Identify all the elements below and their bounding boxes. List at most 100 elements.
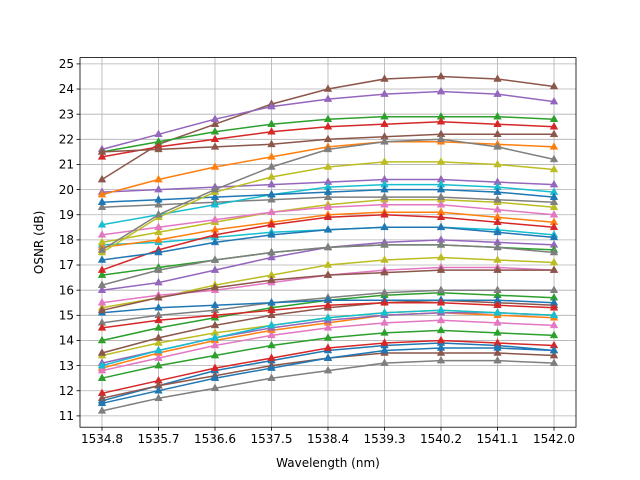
data-point-marker	[323, 134, 333, 143]
data-point-marker	[154, 222, 163, 231]
data-point-marker	[549, 320, 559, 329]
data-point-marker	[436, 134, 446, 143]
data-point-marker	[210, 127, 220, 135]
data-point-marker	[549, 345, 559, 354]
data-point-marker	[380, 222, 389, 231]
data-point-marker	[323, 260, 333, 268]
series-3	[97, 325, 559, 381]
y-tick-label: 16	[59, 283, 74, 297]
series-layer	[97, 71, 559, 414]
series-32	[97, 184, 559, 205]
y-tick-label: 22	[59, 133, 74, 147]
data-point-marker	[323, 353, 333, 361]
data-point-marker	[267, 305, 276, 314]
data-point-marker	[267, 207, 276, 215]
data-point-marker	[549, 197, 559, 205]
data-point-marker	[436, 192, 446, 200]
data-point-marker	[436, 86, 446, 95]
data-point-marker	[97, 305, 107, 314]
data-point-marker	[323, 187, 333, 195]
data-point-marker	[323, 162, 333, 170]
data-point-marker	[549, 330, 559, 339]
data-point-marker	[380, 74, 389, 82]
data-point-marker	[549, 96, 559, 105]
data-point-marker	[380, 240, 389, 248]
x-tick-label: 1535.7	[137, 432, 179, 446]
data-point-marker	[154, 338, 163, 346]
data-point-marker	[323, 333, 333, 341]
x-tick-label: 1538.4	[307, 432, 349, 446]
data-point-marker	[323, 242, 333, 251]
data-point-marker	[493, 242, 502, 251]
data-point-marker	[436, 199, 446, 208]
data-point-marker	[549, 202, 559, 210]
series-7	[97, 315, 559, 374]
series-37	[97, 116, 559, 160]
data-point-marker	[210, 373, 220, 381]
data-point-marker	[380, 318, 389, 326]
data-point-marker	[97, 365, 107, 374]
data-point-marker	[154, 277, 163, 286]
data-point-marker	[323, 144, 333, 153]
data-point-marker	[436, 315, 446, 324]
x-tick-label: 1534.8	[81, 432, 123, 446]
data-point-marker	[210, 237, 220, 246]
data-point-marker	[549, 358, 559, 366]
data-point-marker	[380, 358, 389, 366]
data-point-marker	[549, 310, 559, 319]
data-point-marker	[154, 265, 163, 273]
data-point-marker	[154, 323, 163, 331]
data-point-marker	[549, 265, 559, 273]
data-point-marker	[154, 144, 163, 153]
data-point-marker	[549, 350, 559, 359]
data-point-marker	[549, 222, 559, 231]
data-point-marker	[436, 184, 446, 193]
data-point-marker	[323, 84, 333, 92]
y-tick-label: 17	[59, 258, 74, 272]
y-axis-label: OSNR (dB)	[32, 211, 46, 274]
data-point-marker	[97, 398, 107, 407]
data-point-marker	[267, 363, 276, 371]
series-22	[97, 240, 559, 288]
series-11	[97, 343, 559, 407]
data-point-marker	[549, 257, 559, 266]
data-point-marker	[493, 142, 502, 150]
data-point-marker	[267, 310, 276, 319]
data-point-marker	[97, 360, 107, 369]
data-point-marker	[493, 194, 502, 203]
data-point-marker	[210, 265, 220, 273]
series-25	[97, 209, 559, 273]
data-point-marker	[210, 333, 220, 341]
data-point-marker	[154, 292, 163, 301]
data-point-marker	[154, 353, 163, 361]
data-point-marker	[493, 308, 502, 316]
data-point-marker	[97, 174, 107, 183]
data-point-marker	[97, 265, 107, 273]
data-point-marker	[210, 363, 220, 371]
data-point-marker	[549, 142, 559, 150]
data-point-marker	[210, 215, 220, 223]
data-point-marker	[380, 209, 389, 218]
series-38	[97, 129, 559, 155]
data-point-marker	[549, 232, 559, 241]
data-point-marker	[210, 199, 220, 208]
data-point-marker	[493, 159, 502, 168]
data-point-marker	[97, 297, 107, 306]
data-point-marker	[210, 255, 220, 263]
data-point-marker	[210, 310, 220, 319]
data-point-marker	[154, 360, 163, 369]
data-point-marker	[97, 230, 107, 238]
data-point-marker	[154, 227, 163, 236]
data-point-marker	[549, 247, 559, 256]
data-point-marker	[323, 192, 333, 200]
data-point-marker	[267, 172, 276, 180]
data-point-marker	[436, 265, 446, 273]
data-point-marker	[493, 217, 502, 226]
data-point-marker	[267, 340, 276, 349]
series-34	[97, 71, 559, 183]
data-point-marker	[436, 348, 446, 356]
data-point-marker	[154, 209, 163, 218]
data-point-marker	[97, 220, 107, 228]
data-point-marker	[154, 129, 163, 138]
